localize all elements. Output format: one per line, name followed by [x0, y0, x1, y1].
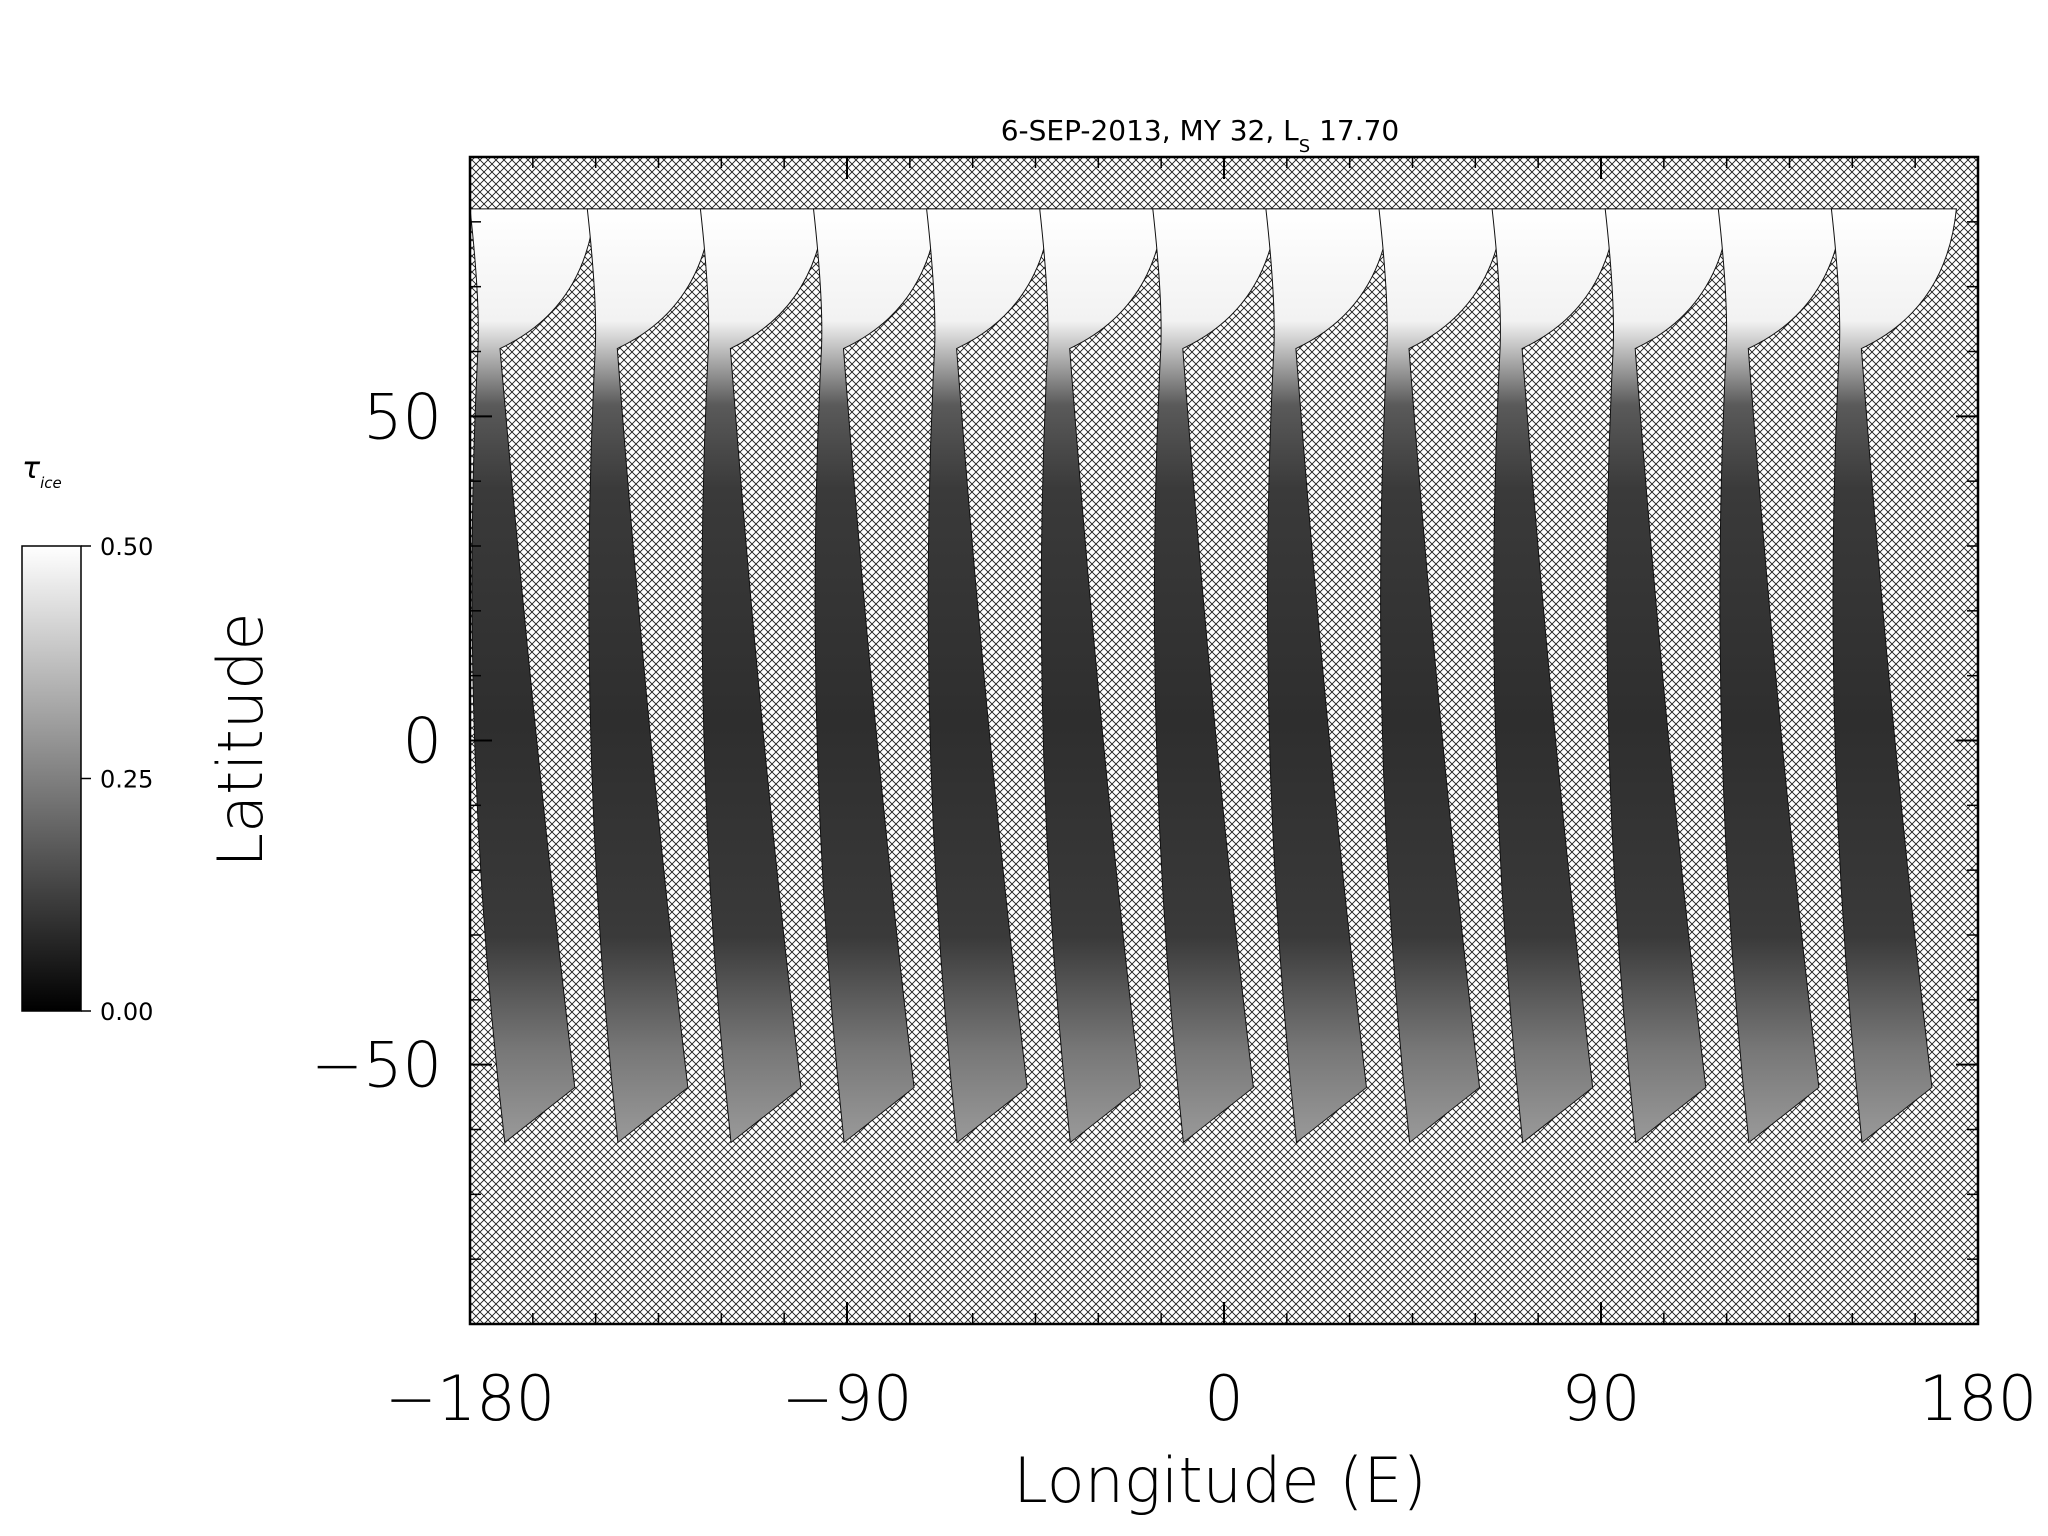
title-subscript: S: [1299, 136, 1310, 157]
data-swath: [586, 208, 713, 1144]
data-swath: [1039, 208, 1166, 1144]
data-swaths: [470, 208, 1957, 1144]
x-tick-label: −180: [385, 1362, 555, 1435]
y-tick-label: −50: [311, 1029, 442, 1102]
data-swath: [470, 208, 596, 1144]
data-swath: [1265, 208, 1392, 1144]
colorbar-gradient: [21, 545, 82, 1012]
colorbar-symbol: τ: [22, 451, 41, 486]
colorbar-title: τice: [22, 451, 62, 492]
y-tick-label: 0: [403, 705, 442, 778]
axis-ticks: −180 −90 0 90 180 −50 0 50: [311, 156, 2037, 1435]
map-title: 6-SEP-2013, MY 32, LS 17.70: [1001, 114, 1400, 157]
colorbar-tick-label: 0.25: [100, 766, 153, 794]
x-tick-label: 0: [1204, 1362, 1243, 1435]
colorbar-subscript: ice: [40, 474, 62, 492]
colorbar-tick-label: 0.00: [100, 998, 153, 1026]
title-prefix: 6-SEP-2013, MY 32, L: [1001, 114, 1299, 147]
data-swath: [699, 208, 826, 1144]
data-swath: [1378, 208, 1505, 1144]
y-axis-label: Latitude: [204, 612, 277, 867]
data-swath: [812, 208, 940, 1144]
data-swath: [1491, 208, 1618, 1144]
data-swath: [926, 208, 1053, 1144]
x-tick-label: 180: [1919, 1362, 2037, 1435]
data-swath: [1717, 208, 1844, 1144]
colorbar: τice 0.00 0.25 0.50: [21, 451, 153, 1026]
colorbar-tick-label: 0.50: [100, 533, 153, 561]
data-swath: [1152, 208, 1279, 1144]
x-tick-label: 90: [1562, 1362, 1641, 1435]
title-suffix: 17.70: [1310, 114, 1399, 147]
data-swath: [1830, 208, 1957, 1144]
colorbar-ticks: 0.00 0.25 0.50: [81, 533, 153, 1026]
data-swath: [1604, 208, 1731, 1144]
y-tick-label: 50: [363, 380, 442, 453]
x-tick-label: −90: [782, 1362, 913, 1435]
x-axis-label: Longitude (E): [1013, 1444, 1426, 1517]
